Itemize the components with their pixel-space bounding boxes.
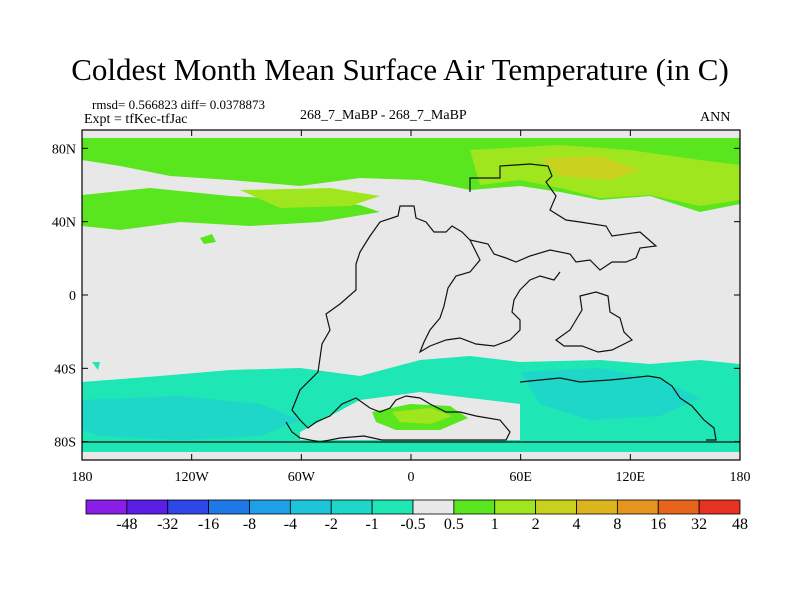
x-tick-label: 180 xyxy=(72,470,93,485)
colorbar-label: 1 xyxy=(490,516,499,533)
experiment-text: Expt = tfKec-tfJac xyxy=(84,112,188,127)
x-tick-label: 60W xyxy=(288,470,316,485)
colorbar-label: 48 xyxy=(732,516,748,533)
north-america-positive xyxy=(82,188,380,230)
colorbar-label: -4 xyxy=(283,516,298,533)
colorbar-label: 16 xyxy=(650,516,667,533)
continent-outline-central xyxy=(418,239,561,354)
colorbar-swatch xyxy=(494,499,537,515)
colorbar-label: -16 xyxy=(197,516,220,533)
y-tick-label: 80N xyxy=(52,142,76,157)
colorbar-swatch xyxy=(249,499,291,515)
colorbar-label: -48 xyxy=(116,516,138,533)
north-atlantic-positive xyxy=(240,188,380,208)
colorbar-swatch xyxy=(616,499,659,515)
x-tick-label: 120E xyxy=(616,470,646,485)
colorbar-swatch xyxy=(126,499,169,515)
colorbar-label: 4 xyxy=(572,516,581,533)
colorbar-label: 0.5 xyxy=(443,516,464,533)
x-tick-label: 180 xyxy=(730,470,751,485)
colorbar-swatch xyxy=(657,499,700,515)
colorbar-swatch xyxy=(576,499,618,515)
y-tick-label: 40N xyxy=(52,216,76,231)
colorbar-label: -0.5 xyxy=(400,516,426,533)
colorbar-swatch xyxy=(371,499,414,515)
anomaly-field xyxy=(82,138,740,452)
small-negative-2 xyxy=(92,362,100,370)
colorbar-swatch xyxy=(535,499,577,515)
x-tick-label: 120W xyxy=(175,470,210,485)
colorbar-swatch xyxy=(698,499,741,515)
colorbar-label: -1 xyxy=(365,516,379,533)
colorbar xyxy=(85,499,741,515)
colorbar-label: 2 xyxy=(531,516,540,533)
colorbar-label: 8 xyxy=(613,516,622,533)
southern-ocean-strong xyxy=(82,396,300,440)
continent-outlines xyxy=(82,163,740,443)
continent-outline-south xyxy=(519,375,717,441)
indian-ocean-strong xyxy=(520,368,700,420)
continent-outline-east xyxy=(554,291,634,353)
y-tick-label: 40S xyxy=(54,362,76,377)
colorbar-swatch xyxy=(208,499,250,515)
asia-warm-core xyxy=(540,156,640,180)
colorbar-label: -32 xyxy=(157,516,179,533)
colorbar-label: 32 xyxy=(691,516,708,533)
y-tick-label: 0 xyxy=(69,289,76,304)
colorbar-swatch xyxy=(289,499,332,515)
colorbar-swatch xyxy=(330,499,373,515)
chart-title: Coldest Month Mean Surface Air Temperatu… xyxy=(71,52,729,87)
colorbar-swatch xyxy=(85,499,128,515)
y-axis: 80N 40N 0 40S 80S xyxy=(52,142,740,451)
colorbar-swatch xyxy=(453,499,496,515)
colorbar-swatch xyxy=(412,499,455,515)
x-axis: 180 120W 60W 0 60E 120E 180 xyxy=(72,130,751,485)
small-positive-1 xyxy=(200,234,216,244)
colorbar-swatch xyxy=(167,499,210,515)
y-tick-label: 80S xyxy=(54,436,76,451)
season-text: ANN xyxy=(700,110,731,125)
colorbar-label: -8 xyxy=(242,516,257,533)
antarctic-warm-core xyxy=(392,408,452,424)
stats-text: rmsd= 0.566823 diff= 0.0378873 xyxy=(92,97,265,112)
colorbar-label: -2 xyxy=(324,516,338,533)
continent-outline-north xyxy=(285,163,658,443)
comparison-text: 268_7_MaBP - 268_7_MaBP xyxy=(300,108,467,123)
x-tick-label: 60E xyxy=(509,470,532,485)
x-tick-label: 0 xyxy=(408,470,415,485)
